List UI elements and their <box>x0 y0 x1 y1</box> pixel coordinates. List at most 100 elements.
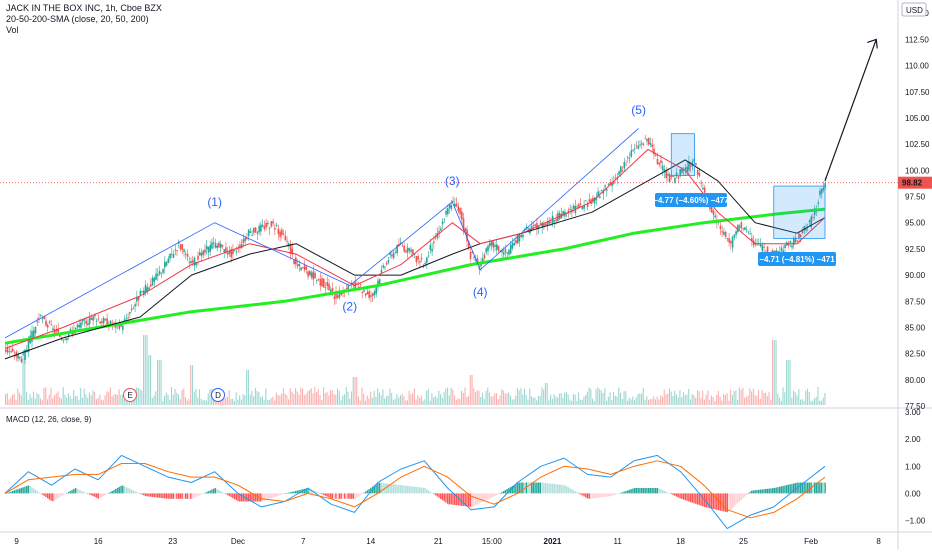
macd-histogram-bar <box>67 492 70 494</box>
macd-histogram-bar <box>768 488 770 494</box>
macd-histogram-bar <box>69 491 72 494</box>
candle-body <box>345 288 348 290</box>
volume-bar <box>169 399 171 405</box>
volume-bar <box>237 399 239 405</box>
macd-histogram-bar <box>415 486 417 494</box>
macd-tick-label: −1.00 <box>905 517 926 526</box>
candle-body <box>586 202 589 207</box>
candle-body <box>647 137 650 145</box>
volume-bar <box>223 396 225 405</box>
macd-histogram-bar <box>181 493 183 499</box>
volume-bar <box>778 397 781 405</box>
volume-bar <box>745 396 747 405</box>
macd-histogram-bar <box>663 490 666 494</box>
macd-histogram-bar <box>483 493 486 501</box>
macd-histogram-bar <box>228 493 231 497</box>
volume-bar <box>319 394 321 405</box>
macd-tick-label: 0.00 <box>905 489 921 498</box>
macd-histogram-bar <box>675 493 678 497</box>
candle-body <box>455 203 458 206</box>
macd-histogram-bar <box>349 493 351 499</box>
candle-body <box>302 267 304 269</box>
macd-histogram-bar <box>478 493 480 504</box>
candle-body <box>109 320 112 325</box>
macd-histogram-bar <box>700 493 702 506</box>
macd-histogram-bar <box>495 493 498 496</box>
candle-body <box>602 190 605 194</box>
volume-bar <box>620 392 622 405</box>
macd-histogram-bar <box>548 483 550 494</box>
macd-histogram-bar <box>417 487 419 494</box>
macd-histogram-bar <box>324 493 327 496</box>
volume-bar <box>730 389 732 405</box>
volume-bar <box>557 397 559 405</box>
macd-histogram-bar <box>342 493 344 499</box>
candle-body <box>508 249 510 255</box>
macd-histogram-bar <box>146 493 148 497</box>
candle-body <box>172 254 175 258</box>
volume-bar <box>268 400 270 405</box>
macd-histogram-bar <box>427 490 430 494</box>
candle-body <box>695 163 697 165</box>
candle-body <box>541 222 543 228</box>
macd-histogram-bar <box>76 488 79 494</box>
volume-bar <box>445 388 447 405</box>
candle-body <box>363 290 365 292</box>
volume-bar <box>502 390 505 405</box>
volume-bar <box>310 388 312 405</box>
volume-bar <box>109 387 111 405</box>
candle-body <box>775 250 778 254</box>
volume-bar <box>513 399 515 405</box>
volume-bar <box>454 395 456 405</box>
candle-body <box>525 226 528 229</box>
candle-body <box>620 166 622 173</box>
macd-histogram-bar <box>441 493 444 501</box>
volume-bar <box>270 398 272 405</box>
macd-histogram-bar <box>677 493 680 498</box>
volume-bar <box>805 390 807 405</box>
macd-histogram-bar <box>579 493 582 495</box>
candle-body <box>553 220 556 222</box>
candle-body <box>595 198 598 201</box>
macd-histogram-bar <box>693 493 695 504</box>
candle-body <box>700 182 702 184</box>
volume-bar <box>457 398 459 405</box>
time-tick-label: Dec <box>231 537 245 546</box>
macd-histogram-bar <box>445 493 447 503</box>
candle-body <box>286 240 288 242</box>
volume-bar <box>60 398 63 405</box>
volume-bar <box>22 350 24 405</box>
candle-body <box>488 243 491 247</box>
price-tick-label: 77.50 <box>905 402 926 411</box>
macd-histogram-bar <box>309 488 311 494</box>
volume-bar <box>343 394 346 405</box>
volume-bar <box>163 395 166 405</box>
candle-body <box>751 237 753 241</box>
candle-body <box>633 148 636 150</box>
volume-bar <box>534 397 536 405</box>
macd-histogram-bar <box>688 493 690 502</box>
volume-bar <box>50 387 52 405</box>
volume-bar <box>235 392 237 405</box>
candle-body <box>679 169 682 176</box>
candle-body <box>87 323 89 326</box>
candle-body <box>583 205 585 209</box>
macd-histogram-bar <box>780 486 783 494</box>
volume-bar <box>785 360 788 405</box>
volume-bar <box>461 390 463 405</box>
macd-histogram-bar <box>751 490 753 494</box>
macd-histogram-bar <box>74 487 77 494</box>
wave-label: (2) <box>342 300 357 314</box>
volume-bar <box>342 395 344 405</box>
volume-bar <box>62 387 64 405</box>
candle-body <box>415 256 418 263</box>
volume-bar <box>357 396 360 405</box>
macd-histogram-bar <box>527 482 529 494</box>
candle-body <box>450 205 453 210</box>
macd-histogram-bar <box>785 485 788 494</box>
macd-histogram-bar <box>752 490 755 494</box>
volume-bar <box>614 395 616 405</box>
macd-histogram-bar <box>745 493 748 496</box>
